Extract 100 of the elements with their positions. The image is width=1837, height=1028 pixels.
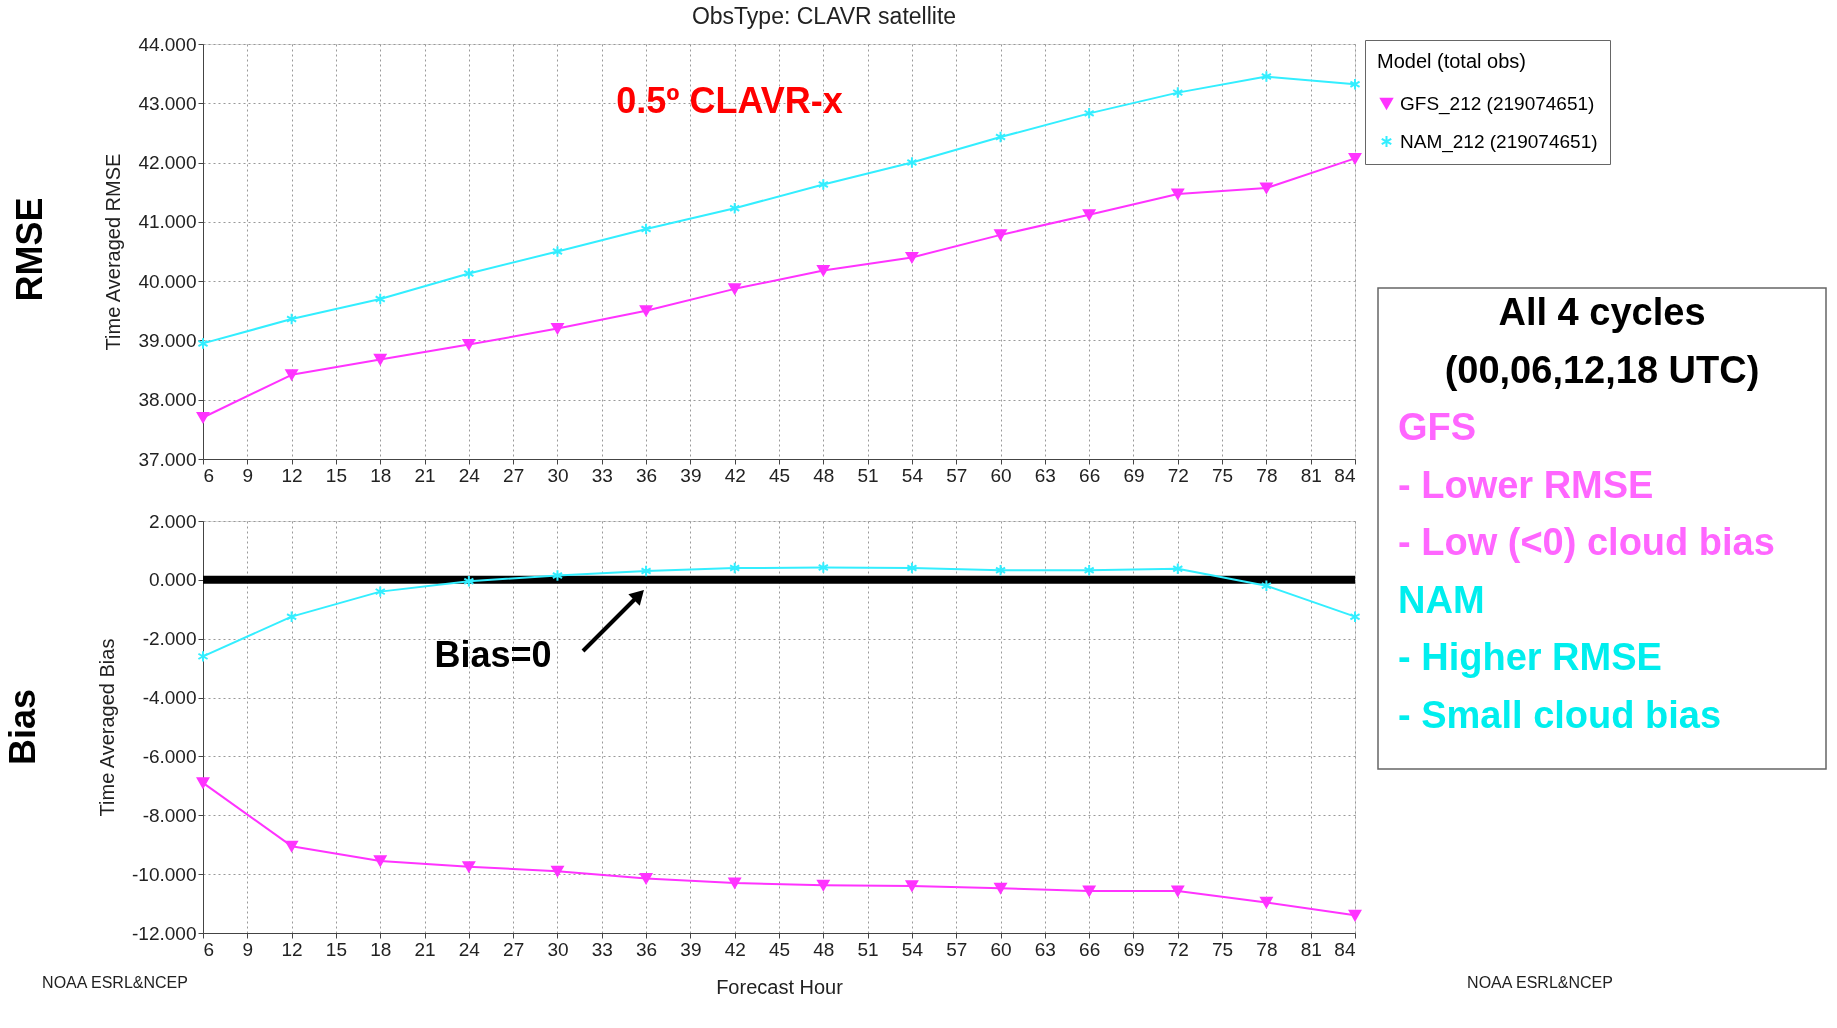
x-axis-title: Forecast Hour [716,975,844,998]
point [286,312,298,326]
point [373,855,387,867]
point [640,564,652,578]
chart-title: ObsType: CLAVR satellite [691,3,957,29]
x-tick-label: 63 [1034,464,1056,486]
x-tick-label: 75 [1212,464,1234,486]
point [196,777,210,789]
x-tick-label: 60 [990,938,1012,960]
x-tick-label: 24 [458,464,481,486]
point [817,264,830,277]
point [639,305,653,317]
x-tick-label: 21 [414,464,436,486]
y-tick-label: 43.000 [138,92,197,114]
point [640,222,652,236]
point [729,561,741,575]
point [639,873,653,885]
point [1260,579,1272,592]
annotation: 0.5º CLAVR-x [616,80,843,121]
text: NOAA ESRL&NCEP [42,974,188,991]
point [374,585,386,598]
text: NOAA ESRL&NCEP [1467,974,1613,991]
x-tick-label: 15 [325,464,347,486]
point [728,283,741,295]
y-tick-label: 38.000 [138,389,197,411]
point [1348,152,1362,164]
text: RMSE [9,197,50,302]
point [1260,70,1272,83]
x-tick-label: 33 [591,938,613,960]
text: (00,06,12,18 UTC) [1444,348,1760,391]
x-tick-label: 63 [1034,938,1056,960]
point [1171,885,1185,897]
text: NAM [1398,578,1485,621]
x-tick-label: 18 [370,464,392,486]
y-tick-label: 2.000 [148,510,197,532]
point [551,323,564,335]
x-tick-label: 72 [1167,464,1189,486]
point [285,840,298,852]
point [374,292,386,306]
x-tick-label: 57 [946,464,968,486]
point [462,339,476,351]
point [729,201,741,215]
y-tick-label: 37.000 [138,448,197,470]
text: - Higher RMSE [1398,636,1662,678]
point [817,178,829,191]
y-axis-title: Time Averaged RMSE [102,153,125,351]
y-tick-label: -10.000 [132,863,197,885]
point [994,563,1007,577]
point [1171,188,1185,200]
x-tick-label: 12 [281,464,303,486]
x-tick-label: 42 [724,464,746,486]
text: - Small cloud bias [1398,693,1722,736]
y-tick-label: -4.000 [142,687,197,709]
point [551,569,564,582]
x-tick-label: 18 [370,938,392,960]
point [1260,896,1273,908]
point [905,251,919,263]
point [1348,909,1362,921]
x-tick-label: 69 [1123,938,1145,960]
x-tick-label: 6 [203,938,215,960]
annotation: Bias=0 [434,634,552,675]
point [994,130,1007,144]
x-tick-label: 51 [857,464,879,486]
y-tick-label: 39.000 [138,329,197,351]
point [1082,209,1096,221]
x-tick-label: 84 [1334,938,1356,960]
x-tick-label: 33 [591,464,613,486]
y-axis-title: Time Averaged Bias [96,638,119,817]
point [1260,182,1273,194]
legend-label: GFS_212 (219074651) [1400,92,1595,115]
point [817,879,830,891]
x-tick-label: 39 [680,938,702,960]
x-tick-label: 78 [1256,464,1278,486]
x-tick-label: 12 [281,938,303,960]
point [1172,86,1184,99]
x-tick-label: 75 [1212,938,1234,960]
x-tick-label: 48 [813,938,835,960]
point [1083,107,1095,120]
y-tick-label: 40.000 [138,270,197,292]
text: All 4 cycles [1498,291,1706,333]
x-tick-label: 60 [990,464,1012,486]
legend-title: Model (total obs) [1377,50,1526,72]
x-tick-label: 45 [768,938,791,960]
point [994,229,1007,241]
point [551,865,564,877]
point [373,353,387,365]
text: Bias [2,688,43,766]
point [1349,78,1361,91]
x-tick-label: 84 [1334,464,1356,486]
x-tick-label: 6 [203,464,215,486]
point [994,882,1007,894]
legend-label: NAM_212 (219074651) [1400,130,1598,153]
y-tick-label: 0.000 [148,569,197,591]
x-tick-label: 78 [1256,938,1278,960]
point [906,561,918,575]
point [905,880,919,892]
x-tick-label: 30 [547,938,569,960]
point [1349,610,1361,623]
point [197,650,209,663]
text: - Low (<0) cloud bias [1398,521,1775,563]
